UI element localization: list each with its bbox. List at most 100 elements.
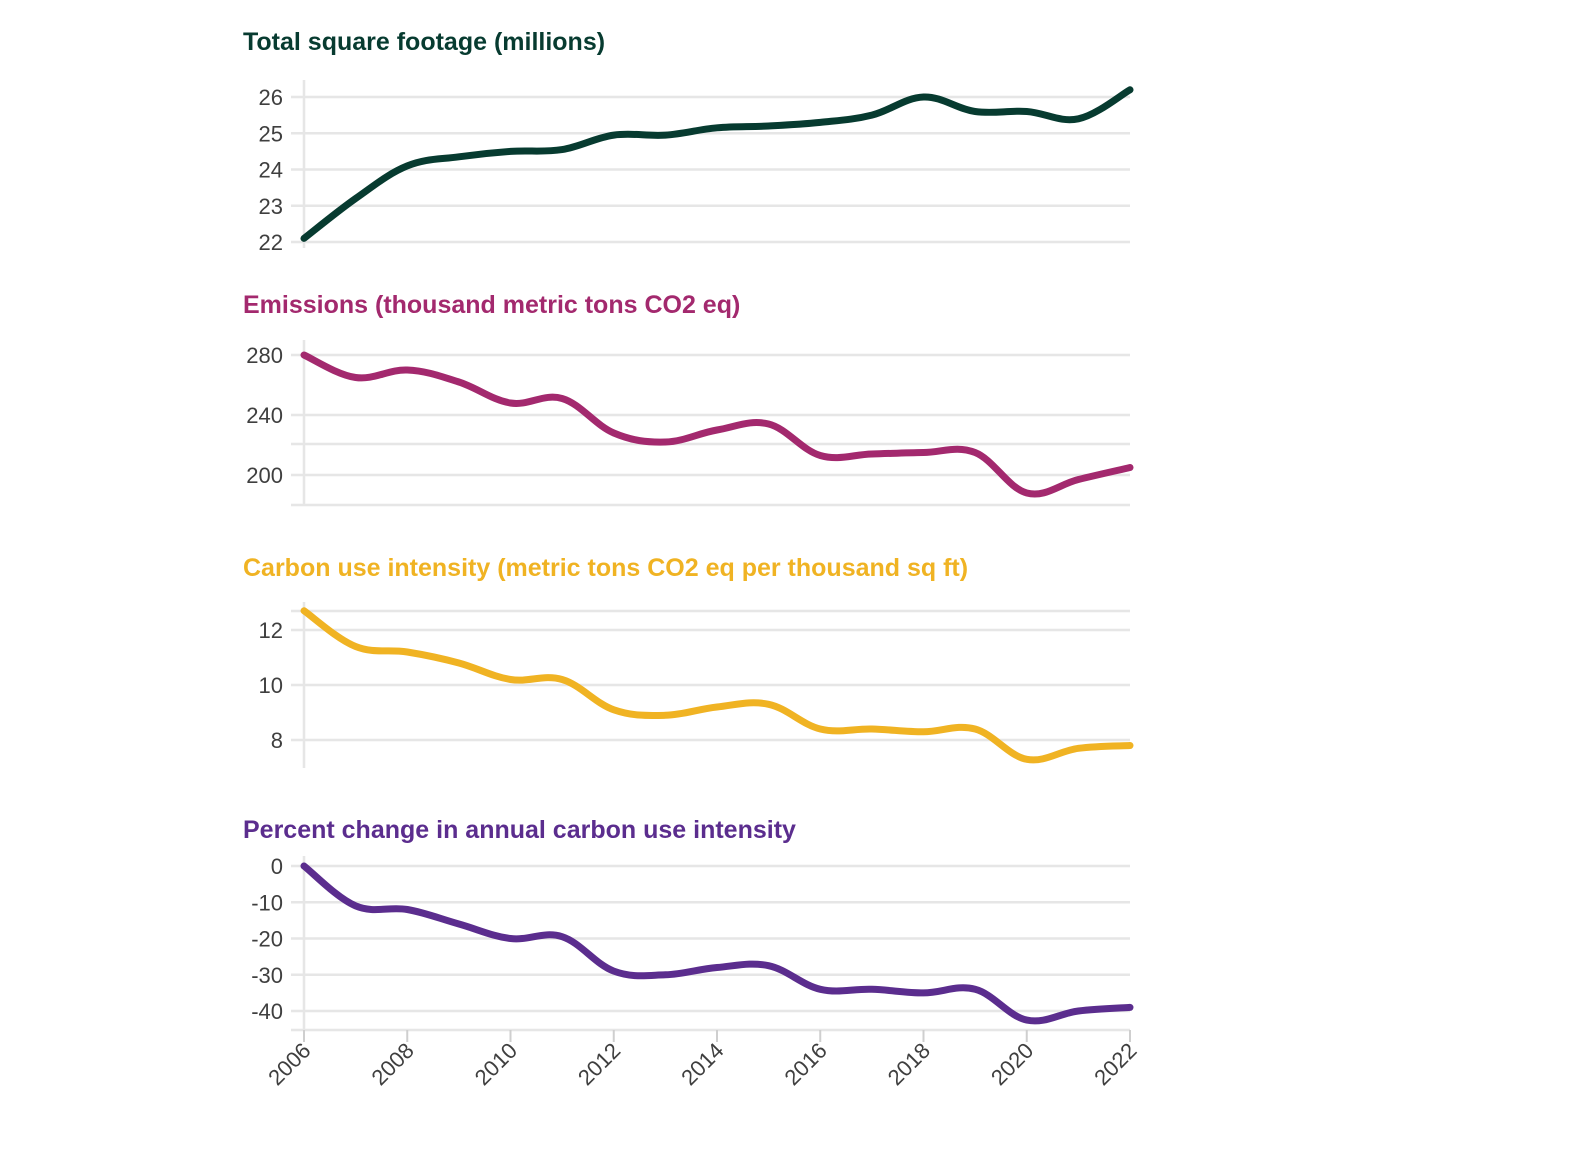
y-tick-label: 8 [271, 728, 283, 753]
data-point [1023, 1017, 1030, 1024]
series-line [300, 351, 1134, 498]
data-point [765, 962, 772, 969]
y-tick-label: -40 [251, 999, 283, 1024]
data-point [559, 146, 566, 153]
data-point [714, 427, 721, 434]
data-point [972, 449, 979, 456]
data-point [507, 148, 514, 155]
data-point [972, 108, 979, 115]
data-point [352, 374, 359, 381]
data-point [662, 132, 669, 139]
y-tick-label: 0 [271, 854, 283, 879]
data-point [1023, 756, 1030, 763]
data-point [301, 235, 308, 242]
data-point [662, 971, 669, 978]
x-tick-label: 2016 [779, 1038, 831, 1090]
data-point [868, 986, 875, 993]
series-line [300, 86, 1134, 242]
data-point [1075, 1008, 1082, 1015]
y-tick-label: -30 [251, 963, 283, 988]
data-point [868, 726, 875, 733]
y-tick-label: 24 [259, 158, 283, 183]
y-tick-label: 200 [246, 463, 283, 488]
data-point [455, 153, 462, 160]
x-tick-label: 2006 [263, 1038, 315, 1090]
data-point [920, 989, 927, 996]
data-point [1075, 476, 1082, 483]
x-tick-label: 2014 [676, 1038, 728, 1090]
y-tick-label: 10 [259, 673, 283, 698]
data-point [352, 643, 359, 650]
data-point [817, 726, 824, 733]
data-point [404, 162, 411, 169]
data-point [920, 94, 927, 101]
y-tick-label: 280 [246, 343, 283, 368]
data-point [507, 676, 514, 683]
panel-3: Carbon use intensity (metric tons CO2 eq… [243, 554, 1134, 768]
panel-1: Total square footage (millions) 22 23 24 25 2… [243, 28, 1134, 255]
data-point [1075, 745, 1082, 752]
data-point [301, 607, 308, 614]
data-point [404, 649, 411, 656]
y-tick-label: 12 [259, 618, 283, 643]
y-tick-label: 25 [259, 121, 283, 146]
panel-title: Emissions (thousand metric tons CO2 eq) [243, 291, 740, 319]
x-axis: 2006 2008 2010 2012 2014 2016 2018 2020 2022 [263, 1030, 1142, 1090]
data-point [868, 112, 875, 119]
data-point [662, 439, 669, 446]
panel-4: Percent change in annual carbon use inte… [243, 816, 1134, 1032]
data-point [610, 430, 617, 437]
data-point [972, 986, 979, 993]
data-point [1023, 108, 1030, 115]
x-tick-label: 2020 [986, 1038, 1038, 1090]
data-point [868, 451, 875, 458]
data-point [559, 676, 566, 683]
series-line [300, 607, 1134, 764]
data-point [559, 395, 566, 402]
x-tick-label: 2012 [573, 1038, 625, 1090]
data-point [507, 935, 514, 942]
data-point [610, 706, 617, 713]
y-tick-label: 26 [259, 85, 283, 110]
data-point [1127, 464, 1134, 471]
x-tick-label: 2018 [883, 1038, 935, 1090]
data-point [714, 964, 721, 971]
data-point [352, 195, 359, 202]
data-point [817, 452, 824, 459]
data-point [920, 449, 927, 456]
y-tick-label: -20 [251, 927, 283, 952]
data-point [610, 968, 617, 975]
data-point [1127, 1004, 1134, 1011]
data-point [817, 119, 824, 126]
series-line [300, 862, 1134, 1025]
data-point [920, 728, 927, 735]
data-point [404, 367, 411, 374]
panel-title: Carbon use intensity (metric tons CO2 eq… [243, 554, 968, 582]
data-point [817, 986, 824, 993]
data-point [455, 660, 462, 667]
data-point [972, 726, 979, 733]
data-point [352, 902, 359, 909]
y-tick-label: 240 [246, 403, 283, 428]
data-point [507, 400, 514, 407]
x-tick-label: 2022 [1089, 1038, 1141, 1090]
data-point [455, 921, 462, 928]
data-point [301, 863, 308, 870]
data-point [559, 933, 566, 940]
data-point [404, 906, 411, 913]
y-tick-label: 22 [259, 230, 283, 255]
panel-title: Total square footage (millions) [243, 28, 605, 56]
data-point [1127, 86, 1134, 93]
data-point [1023, 490, 1030, 497]
data-point [765, 421, 772, 428]
data-point [1127, 742, 1134, 749]
data-point [610, 132, 617, 139]
panel-2: Emissions (thousand metric tons CO2 eq) 2… [243, 291, 1134, 507]
data-point [765, 701, 772, 708]
data-point [714, 124, 721, 131]
y-tick-label: -10 [251, 890, 283, 915]
data-point [301, 352, 308, 359]
data-point [714, 704, 721, 711]
